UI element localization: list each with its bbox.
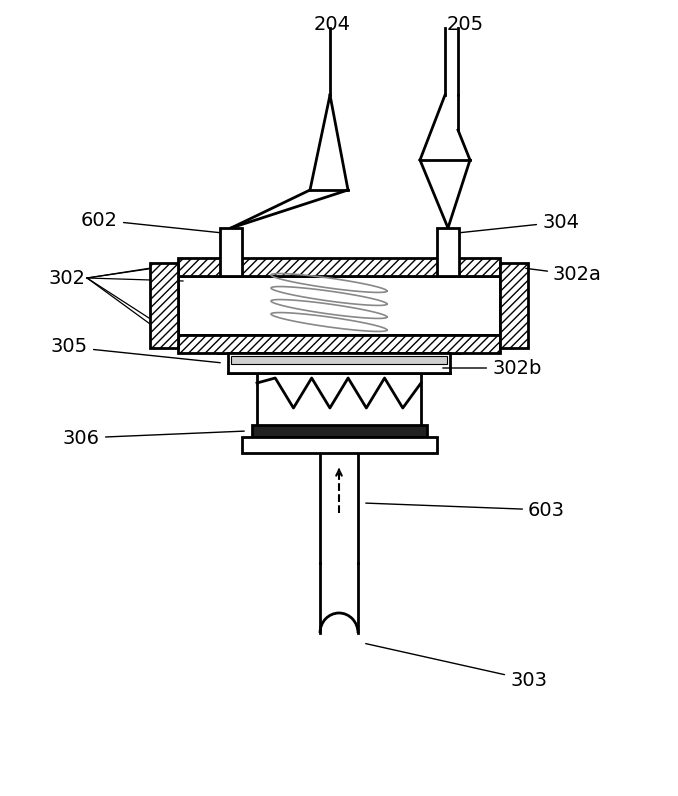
Text: 302b: 302b [443, 358, 541, 377]
Text: 302a: 302a [525, 266, 602, 284]
Text: 205: 205 [446, 15, 483, 34]
Bar [178, 258, 500, 276]
Text: 303: 303 [365, 644, 547, 689]
Text: 306: 306 [63, 428, 244, 447]
Text: 305: 305 [51, 338, 220, 363]
Bar [252, 425, 427, 437]
Bar [231, 356, 447, 364]
Text: 603: 603 [365, 501, 565, 520]
Bar [437, 228, 459, 276]
Bar [242, 437, 437, 453]
Bar [228, 353, 450, 373]
Text: 602: 602 [81, 210, 220, 232]
Text: 302: 302 [48, 268, 85, 287]
Bar [150, 263, 178, 348]
Text: 304: 304 [460, 213, 579, 232]
Text: 204: 204 [313, 15, 351, 34]
Bar [178, 276, 500, 335]
Bar [178, 335, 500, 353]
Bar [500, 263, 528, 348]
Bar [220, 228, 242, 276]
